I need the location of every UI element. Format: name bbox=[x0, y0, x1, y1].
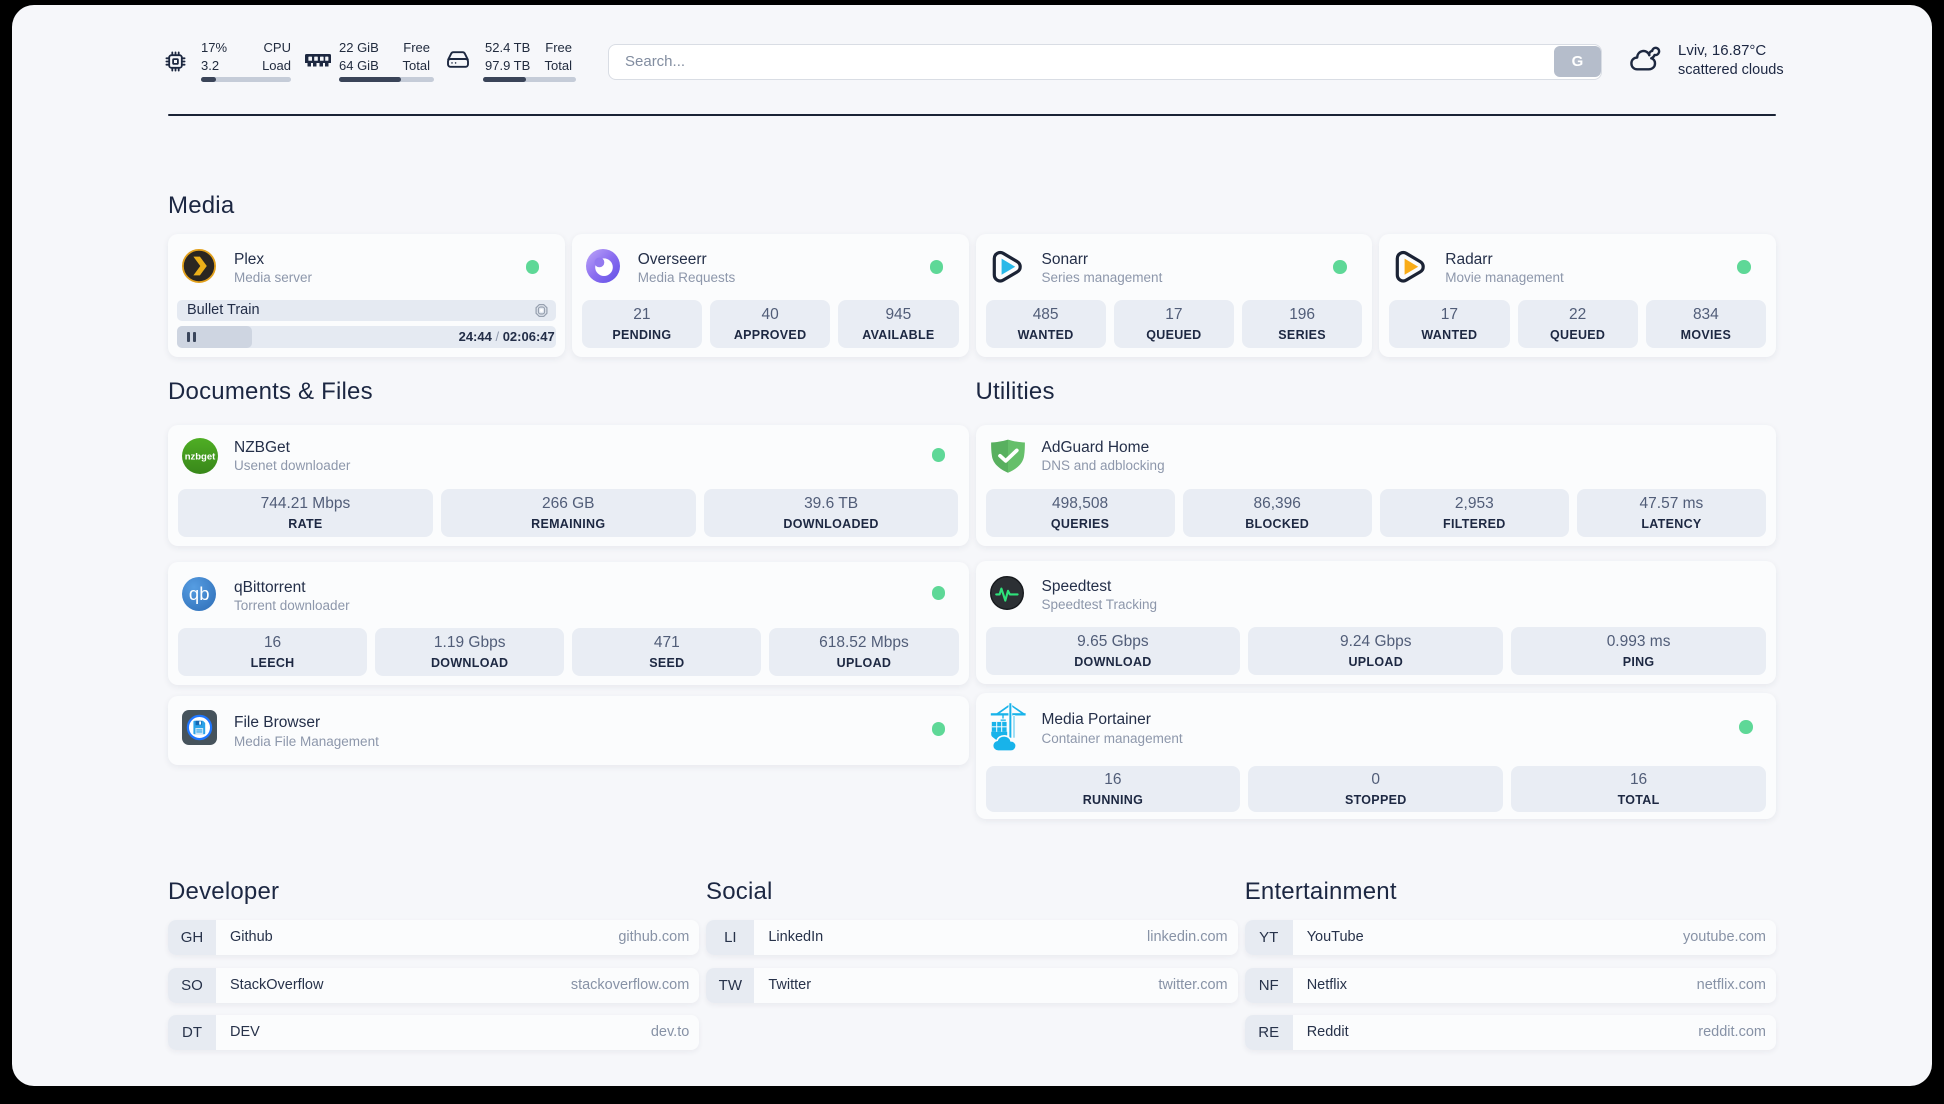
svg-text:nzbget: nzbget bbox=[185, 452, 216, 463]
svg-text:qb: qb bbox=[189, 583, 210, 604]
